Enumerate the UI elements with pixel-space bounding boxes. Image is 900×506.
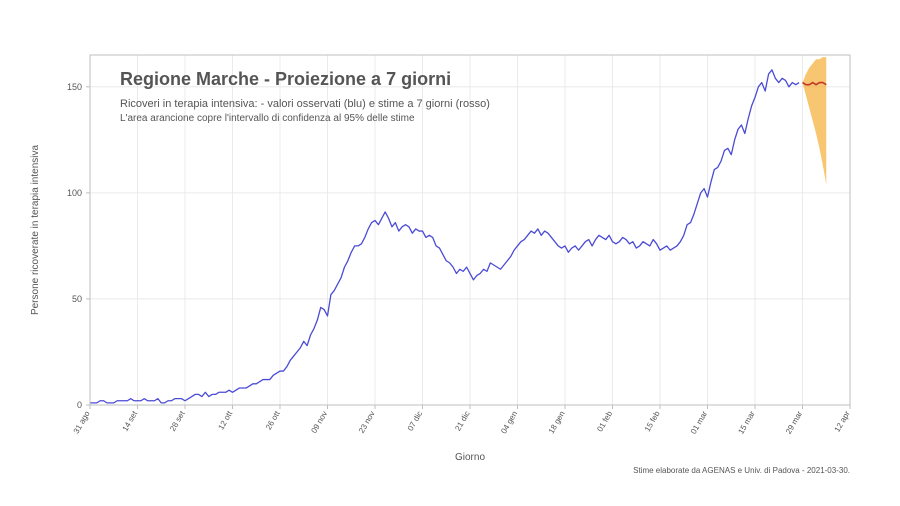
x-axis-label: Giorno: [455, 452, 485, 463]
y-axis-label: Persone ricoverate in terapia intensiva: [30, 145, 41, 316]
y-tick-label: 0: [77, 400, 82, 410]
y-tick-label: 150: [67, 82, 82, 92]
y-tick-label: 100: [67, 188, 82, 198]
projection-chart: 05010015031 ago14 set28 set12 ott26 ott0…: [0, 0, 900, 506]
y-tick-label: 50: [72, 294, 82, 304]
chart-subtitle-2: L'area arancione copre l'intervallo di c…: [120, 113, 415, 124]
chart-credit: Stime elaborate da AGENAS e Univ. di Pad…: [633, 466, 850, 475]
chart-subtitle: Ricoveri in terapia intensiva: - valori …: [120, 98, 490, 110]
chart-title: Regione Marche - Proiezione a 7 giorni: [120, 69, 451, 89]
